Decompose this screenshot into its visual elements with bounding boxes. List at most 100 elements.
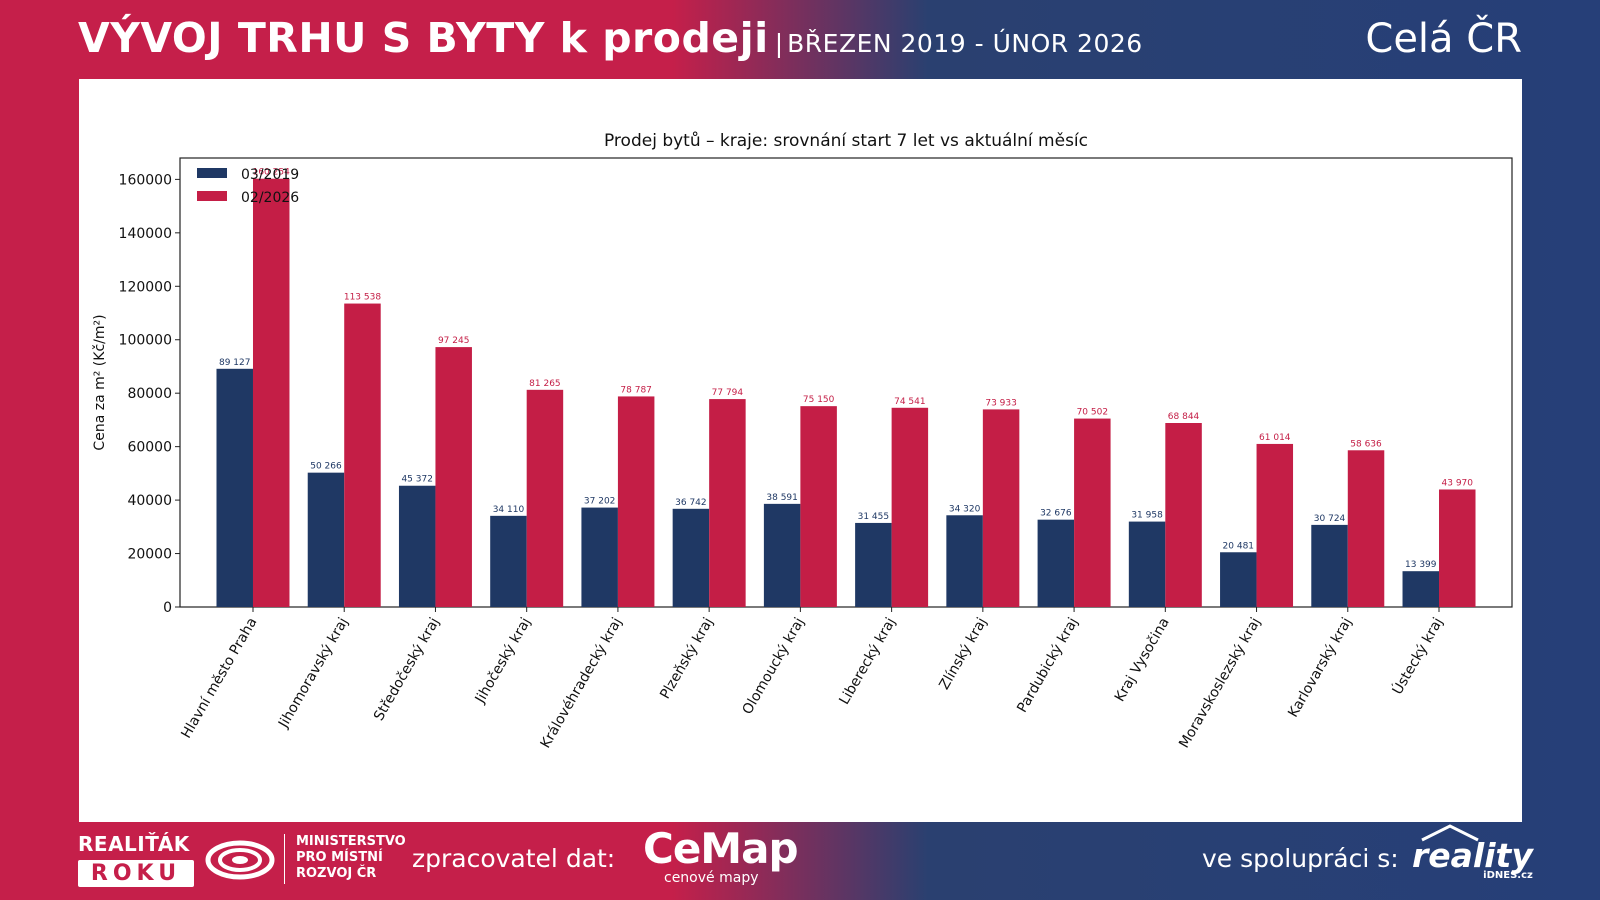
header-title-group: VÝVOJ TRHU S BYTY k prodeji | BŘEZEN 201… xyxy=(78,14,1143,62)
data-label-2026: 43 970 xyxy=(1442,478,1474,488)
data-label-2026: 74 541 xyxy=(894,397,926,407)
x-tick-label: Středočeský kraj xyxy=(371,615,443,724)
x-tick-label: Královéhradecký kraj xyxy=(538,615,626,751)
reality-idnes-logo: reality iDNES.cz xyxy=(1412,824,1533,881)
bar-2026 xyxy=(1074,418,1111,607)
mmr-line-2: PRO MÍSTNÍ xyxy=(296,850,383,865)
bar-2026 xyxy=(344,303,381,607)
legend-swatch xyxy=(197,168,227,178)
y-tick-label: 100000 xyxy=(119,333,172,349)
bar-chart: Prodej bytů – kraje: srovnání start 7 le… xyxy=(92,131,1513,751)
y-tick-label: 0 xyxy=(163,600,172,616)
cemap-logo: CeMap cenové mapy xyxy=(643,824,799,887)
bar-2026 xyxy=(891,407,929,607)
x-tick-label: Kraj Vysočina xyxy=(1112,615,1173,705)
mmr-logo-icon xyxy=(205,840,275,880)
data-label-2019: 32 676 xyxy=(1040,509,1072,519)
bar-2026 xyxy=(1165,423,1202,607)
data-label-2019: 13 399 xyxy=(1405,560,1437,570)
footer: REALIŤÁK ROKU MINISTERSTVO PRO MÍSTNÍ RO… xyxy=(0,822,1600,900)
bar-2019 xyxy=(581,507,618,607)
chart-panel: Prodej bytů – kraje: srovnání start 7 le… xyxy=(79,79,1522,822)
mmr-divider xyxy=(284,834,285,884)
bar-2026 xyxy=(800,406,837,607)
region-label: Celá ČR xyxy=(1365,16,1522,62)
data-label-2026: 97 245 xyxy=(438,336,470,346)
bar-2026 xyxy=(1347,450,1385,607)
data-label-2026: 77 794 xyxy=(712,388,744,398)
cemap-subtitle: cenové mapy xyxy=(664,870,759,886)
data-label-2026: 73 933 xyxy=(985,398,1017,408)
data-label-2026: 70 502 xyxy=(1077,408,1109,418)
bar-2019 xyxy=(307,472,345,607)
y-tick-label: 60000 xyxy=(127,440,172,456)
bar-2026 xyxy=(982,409,1020,607)
bar-2019 xyxy=(1220,552,1257,607)
legend-label: 02/2026 xyxy=(241,190,299,206)
data-label-2019: 31 455 xyxy=(858,512,890,522)
data-label-2019: 34 110 xyxy=(493,505,525,515)
bar-2019 xyxy=(855,522,892,607)
processor-label: zpracovatel dat: xyxy=(412,844,616,873)
page-title: VÝVOJ TRHU S BYTY k prodeji xyxy=(78,14,769,62)
x-tick-label: Zlínský kraj xyxy=(936,615,990,692)
realitak-logo-text: REALIŤÁK xyxy=(78,832,190,856)
y-axis-label: Cena za m² (Kč/m²) xyxy=(92,314,108,450)
bar-2019 xyxy=(1311,524,1348,607)
house-roof-icon xyxy=(1421,824,1479,842)
y-tick-label: 120000 xyxy=(119,279,172,295)
bar-2019 xyxy=(490,515,527,607)
bar-2026 xyxy=(617,396,655,607)
y-tick-label: 20000 xyxy=(127,547,172,563)
bar-2019 xyxy=(398,485,436,607)
title-separator: | xyxy=(774,29,784,58)
data-label-2026: 113 538 xyxy=(344,293,381,303)
reality-subtitle: iDNES.cz xyxy=(1483,870,1533,881)
x-tick-label: Olomoucký kraj xyxy=(740,615,808,717)
legend-label: 03/2019 xyxy=(241,167,299,183)
bar-2026 xyxy=(252,178,290,607)
bar-2026 xyxy=(526,389,564,607)
x-tick-label: Moravskoslezský kraj xyxy=(1176,615,1264,751)
x-tick-label: Jihočeský kraj xyxy=(472,615,534,707)
data-label-2026: 75 150 xyxy=(803,395,835,405)
y-tick-label: 80000 xyxy=(127,386,172,402)
bar-2019 xyxy=(946,515,983,607)
cemap-brand: CeMap xyxy=(643,824,799,873)
x-tick-label: Liberecký kraj xyxy=(836,615,899,708)
x-tick-label: Ústecký kraj xyxy=(1388,614,1447,698)
data-label-2026: 160 254 xyxy=(253,168,290,178)
bar-2026 xyxy=(435,347,472,607)
reality-brand: reality xyxy=(1412,836,1533,875)
x-tick-label: Plzeňský kraj xyxy=(657,615,716,702)
legend-swatch xyxy=(197,191,227,201)
data-label-2019: 38 591 xyxy=(766,493,798,503)
page-subtitle: BŘEZEN 2019 - ÚNOR 2026 xyxy=(787,29,1143,58)
realitak-logo-badge: ROKU xyxy=(78,860,194,887)
data-label-2019: 20 481 xyxy=(1223,541,1255,551)
mmr-logo-text: MINISTERSTVO PRO MÍSTNÍ ROZVOJ ČR xyxy=(296,834,406,882)
bar-2026 xyxy=(1256,443,1294,607)
data-label-2026: 81 265 xyxy=(529,379,561,389)
x-tick-label: Karlovarský kraj xyxy=(1285,615,1355,720)
data-label-2026: 61 014 xyxy=(1259,433,1291,443)
bar-2019 xyxy=(672,508,710,607)
data-label-2019: 37 202 xyxy=(584,497,616,507)
data-label-2019: 34 320 xyxy=(949,504,981,514)
data-label-2026: 78 787 xyxy=(620,385,652,395)
x-tick-label: Hlavní město Praha xyxy=(178,615,260,741)
bar-2026 xyxy=(709,399,746,607)
bar-2026 xyxy=(1439,489,1476,607)
y-tick-label: 40000 xyxy=(127,493,172,509)
data-label-2019: 30 724 xyxy=(1314,514,1346,524)
data-label-2019: 89 127 xyxy=(219,358,251,368)
data-label-2019: 36 742 xyxy=(675,498,707,508)
data-label-2019: 50 266 xyxy=(310,462,342,472)
data-label-2019: 31 958 xyxy=(1131,511,1163,521)
realitak-roku-logo: REALIŤÁK ROKU xyxy=(78,832,194,887)
partner-label: ve spolupráci s: xyxy=(1202,844,1399,873)
data-label-2019: 45 372 xyxy=(401,475,433,485)
bar-2019 xyxy=(763,503,801,607)
bar-2019 xyxy=(1402,571,1440,607)
data-label-2026: 68 844 xyxy=(1168,412,1200,422)
